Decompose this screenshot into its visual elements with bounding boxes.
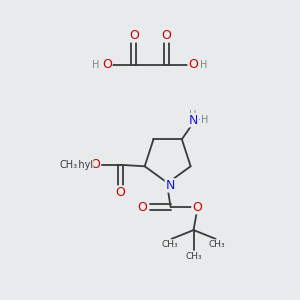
Text: H: H [189,110,197,120]
Text: O: O [192,201,202,214]
Text: ·H: ·H [198,115,208,125]
Text: H: H [200,60,208,70]
Text: CH₃: CH₃ [185,252,202,261]
Text: O: O [116,186,125,199]
Text: methyl: methyl [59,160,93,170]
Text: O: O [188,58,198,71]
Text: N: N [189,114,198,127]
Text: CH₃: CH₃ [60,160,78,170]
Text: O: O [91,158,100,171]
Text: CH₃: CH₃ [209,240,225,249]
Text: O: O [102,58,112,71]
Text: O: O [161,29,171,42]
Text: O: O [138,201,148,214]
Text: N: N [165,179,175,192]
Text: O: O [129,29,139,42]
Text: CH₃: CH₃ [162,240,178,249]
Text: H: H [92,60,100,70]
